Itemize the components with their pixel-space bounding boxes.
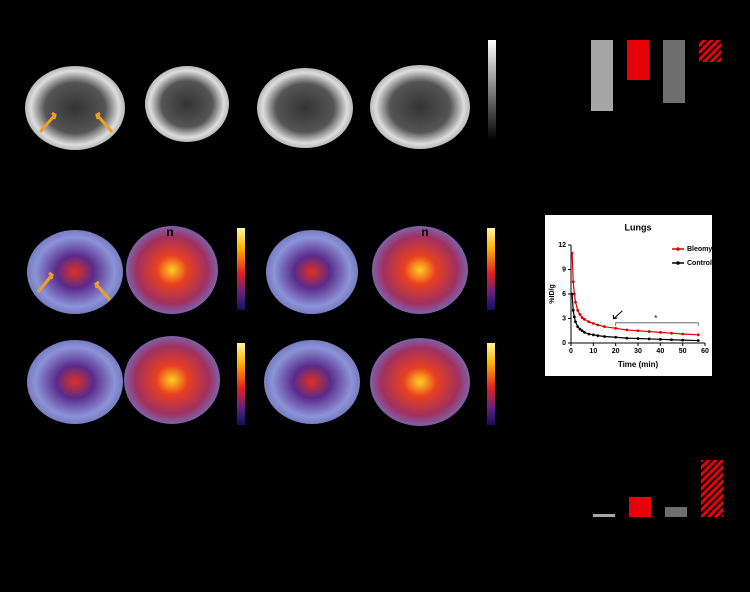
data-point <box>578 313 582 316</box>
annotation: * <box>654 314 657 323</box>
x-tick-label: 30 <box>634 348 642 355</box>
data-point <box>658 337 662 341</box>
data-point <box>572 292 576 296</box>
data-point <box>614 335 618 339</box>
data-point <box>570 292 574 296</box>
chart-title: Lungs <box>625 222 652 232</box>
data-point <box>587 320 591 324</box>
bar <box>663 40 685 103</box>
y-tick-label: 3 <box>562 315 566 322</box>
data-point <box>576 308 580 312</box>
data-point <box>603 325 606 329</box>
y-tick-label: 0 <box>562 340 566 347</box>
significance-bracket <box>615 322 699 326</box>
data-point <box>574 320 577 324</box>
bar <box>701 460 723 517</box>
x-tick-label: 10 <box>589 348 597 355</box>
bar <box>627 40 649 80</box>
data-point <box>681 338 685 342</box>
image-label: n <box>166 225 173 239</box>
legend-marker <box>676 261 680 265</box>
data-point <box>614 326 618 330</box>
bar <box>593 514 615 517</box>
x-axis-label: Time (min) <box>618 360 659 369</box>
pet-images: n n <box>27 225 495 426</box>
data-point <box>580 329 584 333</box>
legend-label: Control <box>687 260 712 267</box>
data-point <box>574 300 577 304</box>
y-tick-label: 9 <box>562 266 566 273</box>
bar <box>591 40 613 111</box>
data-point <box>647 330 651 333</box>
chart-panel <box>545 215 712 376</box>
arrow <box>612 310 623 320</box>
x-tick-label: 60 <box>701 348 709 355</box>
data-point <box>576 325 580 329</box>
data-point <box>570 251 574 255</box>
data-point <box>580 316 584 320</box>
data-point <box>587 332 591 336</box>
x-tick-label: 20 <box>612 348 620 355</box>
data-point <box>636 337 640 340</box>
bar <box>629 497 651 517</box>
series-line <box>571 253 699 336</box>
data-point <box>658 330 662 334</box>
legend-label: Bleomycin <box>687 246 722 253</box>
data-point <box>647 337 651 341</box>
data-point <box>636 329 640 333</box>
data-point <box>670 331 673 335</box>
legend-marker <box>676 247 680 251</box>
data-point <box>591 322 595 325</box>
data-point <box>583 317 586 321</box>
data-point <box>670 338 673 342</box>
data-point <box>696 333 700 337</box>
x-tick-label: 0 <box>569 348 573 355</box>
y-tick-label: 12 <box>558 242 566 249</box>
x-tick-label: 50 <box>679 348 687 355</box>
bar <box>699 40 721 62</box>
data-point <box>596 334 600 338</box>
data-point <box>596 323 600 327</box>
data-point <box>571 308 575 312</box>
data-point <box>625 336 629 340</box>
ct-images <box>25 40 496 150</box>
data-point <box>625 328 629 332</box>
data-point <box>696 339 700 342</box>
data-point <box>591 333 595 337</box>
data-point <box>583 330 586 334</box>
image-label: n <box>421 225 428 239</box>
data-point <box>572 315 576 319</box>
y-axis-label: %ID/g <box>549 284 556 303</box>
data-point <box>681 332 685 336</box>
y-tick-label: 6 <box>562 291 566 298</box>
data-point <box>571 280 575 284</box>
data-point <box>603 335 606 338</box>
bar <box>665 507 687 517</box>
data-point <box>578 327 582 331</box>
x-tick-label: 40 <box>656 348 664 355</box>
